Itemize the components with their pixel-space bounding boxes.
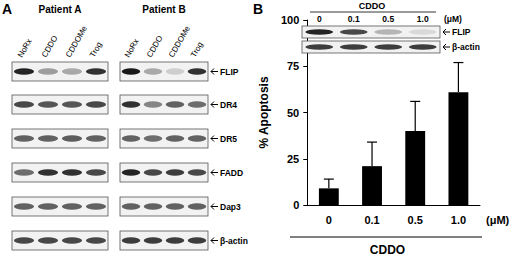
svg-text:Patient A: Patient A [39, 4, 82, 15]
svg-text:A: A [2, 1, 12, 17]
svg-text:Trog: Trog [88, 41, 104, 59]
svg-text:NoRx: NoRx [16, 37, 34, 59]
svg-text:(μM): (μM) [486, 214, 510, 226]
svg-text:CDDO: CDDO [40, 34, 60, 59]
svg-text:FLIP: FLIP [220, 67, 239, 77]
svg-text:50: 50 [287, 107, 299, 119]
svg-text:0.5: 0.5 [382, 14, 394, 24]
svg-text:CDDOMe: CDDOMe [64, 24, 89, 59]
svg-text:β-actin: β-actin [452, 42, 480, 52]
svg-text:1.0: 1.0 [417, 14, 429, 24]
svg-text:CDDOMe: CDDOMe [166, 24, 193, 59]
svg-text:25: 25 [287, 153, 299, 165]
svg-text:% Apoptosis: % Apoptosis [257, 76, 271, 149]
svg-text:75: 75 [287, 60, 299, 72]
svg-text:DR5: DR5 [220, 134, 237, 144]
svg-text:NoRx: NoRx [123, 37, 141, 59]
svg-text:0.5: 0.5 [408, 214, 423, 226]
svg-text:1.0: 1.0 [451, 214, 466, 226]
svg-text:CDDO: CDDO [370, 243, 405, 257]
svg-text:0: 0 [293, 199, 299, 211]
svg-text:FADD: FADD [220, 168, 243, 178]
svg-text:100: 100 [281, 14, 299, 26]
svg-text:CDDO: CDDO [145, 34, 165, 59]
svg-text:0.1: 0.1 [348, 14, 360, 24]
svg-text:Trog: Trog [189, 41, 205, 59]
svg-text:0: 0 [317, 14, 322, 24]
svg-text:CDDO: CDDO [359, 1, 386, 11]
svg-text:β-actin: β-actin [220, 236, 248, 246]
svg-text:Patient B: Patient B [142, 4, 185, 15]
svg-text:Dap3: Dap3 [220, 202, 241, 212]
svg-text:DR4: DR4 [220, 100, 237, 110]
svg-text:(μM): (μM) [444, 14, 462, 24]
svg-text:FLIP: FLIP [452, 27, 471, 37]
svg-text:0.1: 0.1 [364, 214, 379, 226]
svg-text:B: B [253, 1, 263, 17]
svg-text:0: 0 [326, 214, 332, 226]
